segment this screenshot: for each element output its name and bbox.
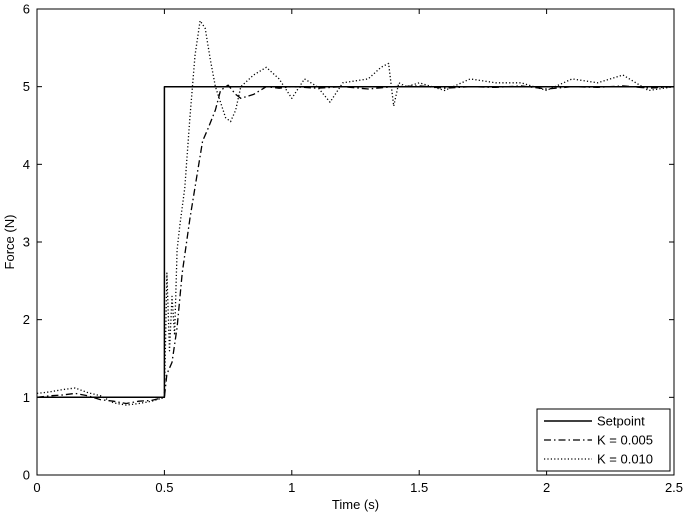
series-line-3 xyxy=(36,20,675,406)
legend: Setpoint K = 0.005 K = 0.010 xyxy=(536,408,671,472)
axis-ticks: 0 0.5 1 1.5 2 2.5 0 1 2 3 4 5 6 xyxy=(23,2,683,496)
y-tick-label: 2 xyxy=(23,312,30,327)
x-tick-label: 0 xyxy=(33,480,40,495)
y-tick-label: 6 xyxy=(23,2,30,17)
y-axis-label: Force (N) xyxy=(2,215,17,270)
x-tick-label: 0.5 xyxy=(155,480,173,495)
y-tick-label: 5 xyxy=(23,79,30,94)
data-series xyxy=(36,20,675,406)
legend-label: K = 0.005 xyxy=(597,433,653,448)
x-axis-label: Time (s) xyxy=(332,497,379,512)
x-tick-label: 2.5 xyxy=(665,480,683,495)
y-tick-label: 0 xyxy=(23,468,30,483)
y-tick-label: 3 xyxy=(23,235,30,250)
x-tick-label: 1 xyxy=(288,480,295,495)
x-tick-label: 2 xyxy=(543,480,550,495)
y-tick-label: 1 xyxy=(23,390,30,405)
y-tick-label: 4 xyxy=(23,157,30,172)
legend-label: K = 0.010 xyxy=(597,452,653,467)
legend-label: Setpoint xyxy=(597,414,645,429)
series-line-2 xyxy=(36,84,675,405)
series-line-1 xyxy=(37,85,674,399)
x-tick-label: 1.5 xyxy=(410,480,428,495)
axes-frame xyxy=(36,8,675,476)
